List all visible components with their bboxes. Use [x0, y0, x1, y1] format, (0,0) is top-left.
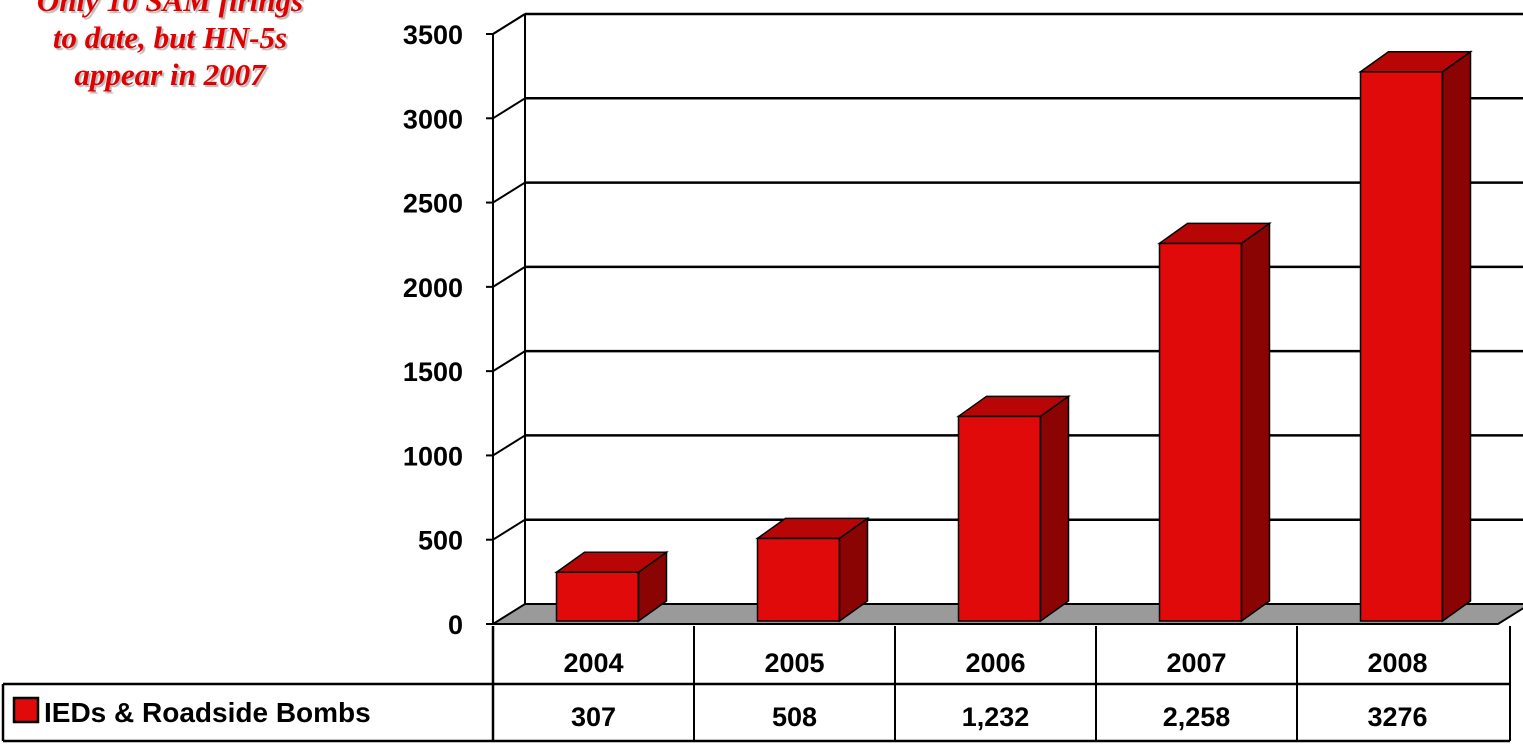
y-tick-label: 1000: [403, 441, 463, 471]
data-label: 508: [772, 702, 817, 732]
data-label: 2,258: [1163, 702, 1231, 732]
bar-top: [554, 551, 669, 573]
gridline: [492, 434, 526, 457]
annotation-line: appear in 2007: [74, 57, 266, 92]
bar-2006: [956, 394, 1071, 623]
x-tick-label: 2005: [764, 648, 824, 678]
bar-front: [1158, 242, 1243, 622]
bar-front: [555, 571, 640, 622]
gridline: [492, 350, 526, 372]
chart-bars: [554, 50, 1473, 623]
data-label: 307: [571, 702, 616, 732]
bar-front: [957, 415, 1042, 622]
data-label: 1,232: [962, 702, 1030, 732]
bar-2004: [554, 550, 669, 623]
bar-side: [1039, 394, 1070, 623]
y-tick-label: 0: [448, 610, 463, 640]
y-axis: 0 500 1000 1500 2000 2500 3000 3500: [403, 20, 493, 640]
x-tick-label: 2006: [965, 648, 1025, 678]
data-label: 3276: [1367, 702, 1427, 732]
x-tick-label: 2008: [1367, 648, 1427, 678]
data-table: 2004 307 2005 508 2006 1,232 2007 2,258 2008 3276…: [1, 626, 1511, 743]
bar-side: [1240, 221, 1271, 623]
bar-top: [1157, 222, 1272, 245]
gridline: [492, 518, 526, 541]
y-tick-label: 3500: [403, 20, 463, 50]
bar-2005: [755, 516, 870, 623]
bar-top: [956, 395, 1071, 418]
bar-front: [756, 537, 841, 622]
annotation-line: Only 10 SAM firings: [36, 0, 304, 18]
gridline: [492, 97, 526, 120]
bar-top: [755, 517, 870, 540]
legend-swatch: [12, 696, 40, 724]
gridline: [492, 181, 526, 204]
y-tick-label: 500: [418, 526, 463, 556]
y-tick-label: 2000: [403, 273, 463, 303]
bar-2007: [1157, 221, 1272, 623]
gridline: [492, 266, 526, 288]
bar-2008: [1358, 50, 1473, 623]
gridline: [492, 13, 526, 35]
bar-front: [1359, 71, 1444, 622]
y-tick-label: 3000: [403, 104, 463, 134]
y-tick-label: 1500: [403, 357, 463, 387]
bar-top: [1358, 51, 1473, 73]
annotation-text: Only 10 SAM firings to date, but HN-5s a…: [0, 0, 380, 93]
x-tick-label: 2004: [563, 648, 623, 678]
x-tick-label: 2007: [1166, 648, 1226, 678]
annotation-line: to date, but HN-5s: [52, 20, 288, 55]
y-tick-label: 2500: [403, 189, 463, 219]
legend-series-label: IEDs & Roadside Bombs: [44, 697, 371, 728]
bar-side: [1441, 50, 1472, 623]
